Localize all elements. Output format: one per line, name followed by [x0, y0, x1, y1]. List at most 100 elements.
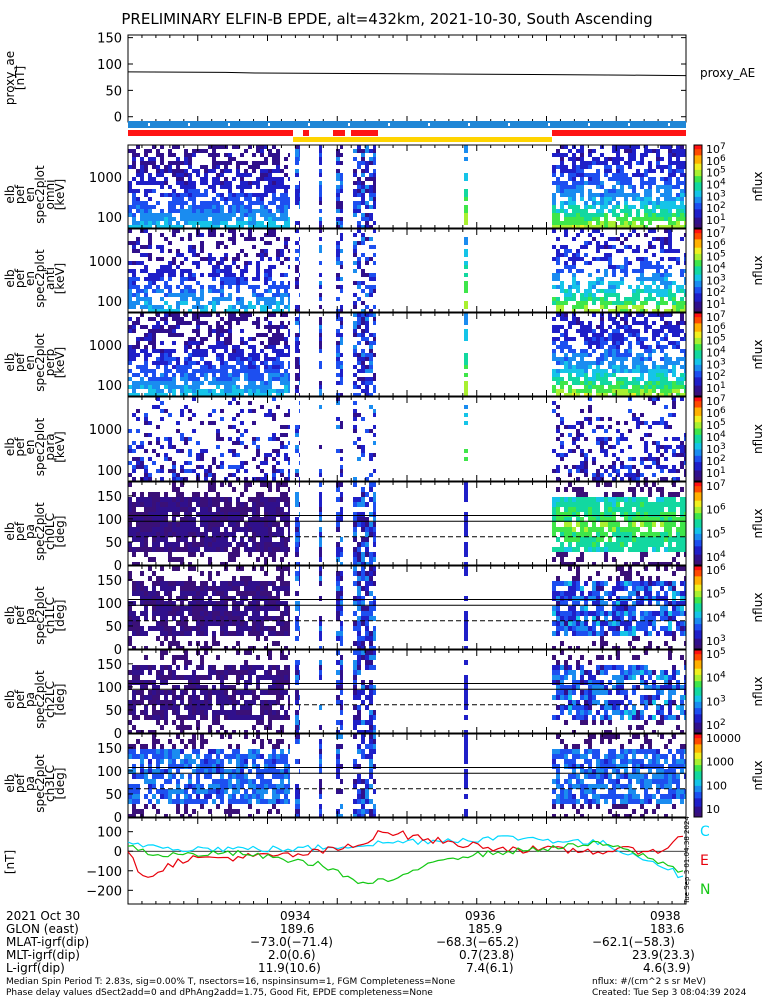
spectrogram-cell: [160, 249, 164, 253]
spectrogram-cell: [160, 329, 164, 333]
spectrogram-cell: [636, 293, 640, 297]
spectrogram-cell: [188, 552, 192, 557]
spectrogram-cell: [604, 197, 608, 201]
spectrogram-cell: [268, 325, 272, 329]
spectrogram-cell: [160, 409, 164, 413]
spectrogram-cell: [600, 417, 604, 421]
spectrogram-cell: [224, 507, 228, 512]
spectrogram-cell: [560, 381, 564, 385]
spectrogram-cell: [596, 377, 600, 381]
spectrogram-cell: [172, 257, 176, 261]
spectrogram-cell: [244, 185, 248, 189]
spectrogram-cell: [636, 369, 640, 373]
spectrogram-cell: [648, 293, 652, 297]
spectrogram-cell: [160, 377, 164, 381]
spectrogram-cell: [180, 469, 184, 473]
spectrogram-cell: [200, 213, 204, 217]
spectrogram-cell: [236, 527, 240, 532]
spectrogram-cell: [164, 313, 168, 317]
spectrogram-cell: [620, 193, 624, 197]
spectrogram-cell: [180, 433, 184, 437]
spectrogram-cell: [264, 173, 268, 177]
spectrogram-cell: [272, 161, 276, 165]
spectrogram-cell: [612, 293, 616, 297]
spectrogram-cell: [208, 273, 212, 277]
spectrogram-cell: [236, 413, 240, 417]
spectrogram-cell: [140, 173, 144, 177]
spectrogram-cell: [628, 261, 632, 265]
spectrogram-cell: [188, 361, 192, 365]
spectrogram-cell: [319, 345, 322, 349]
bar-tick: [228, 123, 230, 126]
spectrogram-cell: [220, 377, 224, 381]
spectrogram-cell: [256, 357, 260, 361]
spectrogram-cell: [280, 169, 284, 173]
spectrogram-cell: [180, 492, 184, 497]
spectrogram-cell: [584, 181, 588, 185]
spectrogram-cell: [176, 542, 180, 547]
spectrogram-cell: [620, 389, 624, 393]
spectrogram-cell: [144, 301, 148, 305]
spectrogram-cell: [319, 542, 322, 547]
spectrogram-cell: [128, 349, 132, 353]
spectrogram-cell: [196, 297, 200, 301]
spectrogram-cell: [240, 512, 244, 517]
spectrogram-cell: [648, 289, 652, 293]
spectrogram-cell: [188, 449, 192, 453]
spectrogram-cell: [588, 273, 592, 277]
spectrogram-cell: [216, 321, 220, 325]
spectrogram-cell: [200, 552, 204, 557]
spectrogram-cell: [668, 469, 672, 473]
spectrogram-cell: [596, 173, 600, 177]
spectrogram-cell: [144, 253, 148, 257]
spectrogram-cell: [244, 277, 248, 281]
spectrogram-cell: [556, 345, 560, 349]
spectrogram-cell: [196, 492, 200, 497]
spectrogram-cell: [184, 217, 188, 221]
spectrogram-cell: [288, 345, 290, 349]
spectrogram-cell: [604, 305, 608, 309]
spectrogram-cell: [184, 293, 188, 297]
spectrogram-cell: [632, 293, 636, 297]
spectrogram-cell: [668, 213, 672, 217]
spectrogram-cell: [600, 385, 604, 389]
spectrogram-cell: [188, 437, 192, 441]
spectrogram-cell: [672, 365, 676, 369]
spectrogram-cell: [353, 349, 357, 353]
spectrogram-cell: [576, 361, 580, 365]
spectrogram-cell: [176, 429, 180, 433]
spectrogram-cell: [180, 497, 184, 502]
spectrogram-cell: [148, 317, 152, 321]
spectrogram-cell: [644, 465, 648, 469]
spectrogram-cell: [560, 317, 564, 321]
spectrogram-cell: [172, 261, 176, 265]
spectrogram-cell: [252, 213, 256, 217]
spectrogram-cell: [236, 373, 240, 377]
spectrogram-cell: [136, 502, 140, 507]
spectrogram-cell: [340, 341, 343, 345]
spectrogram-cell: [680, 161, 684, 165]
spectrogram-cell: [576, 269, 580, 273]
spectrogram-cell: [596, 269, 600, 273]
spectrogram-cell: [284, 197, 288, 201]
spectrogram-cell: [176, 197, 180, 201]
spectrogram-cell: [299, 189, 300, 193]
spectrogram-cell: [640, 413, 644, 417]
spectrogram-cell: [319, 293, 322, 297]
spectrogram-cell: [212, 153, 216, 157]
spectrogram-cell: [612, 265, 616, 269]
spectrogram-cell: [244, 149, 248, 153]
spectrogram-cell: [268, 341, 272, 345]
spectrogram-cell: [220, 297, 224, 301]
spectrogram-cell: [232, 465, 236, 469]
spectrogram-cell: [588, 405, 592, 409]
spectrogram-cell: [568, 185, 572, 189]
spectrogram-cell: [652, 201, 656, 205]
spectrogram-cell: [620, 221, 624, 225]
spectrogram-cell: [600, 337, 604, 341]
spectrogram-cell: [228, 317, 232, 321]
spectrogram-cell: [200, 341, 204, 345]
spectrogram-cell: [148, 237, 152, 241]
spectrogram-cell: [652, 273, 656, 277]
spectrogram-cell: [220, 317, 224, 321]
